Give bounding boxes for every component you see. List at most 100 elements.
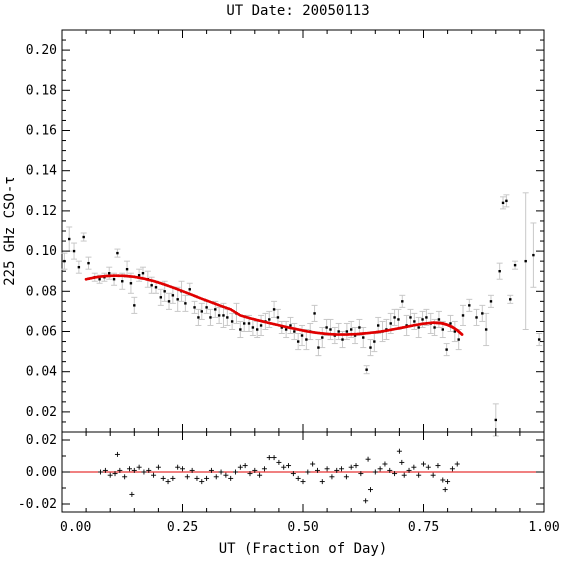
y-tick-label: 0.04 (26, 365, 57, 380)
data-point (489, 300, 493, 303)
data-point (509, 298, 512, 301)
data-point (389, 322, 392, 325)
residual-plot (62, 448, 544, 504)
data-point (329, 328, 332, 331)
data-point (365, 368, 368, 371)
main-plot (61, 192, 543, 437)
data-point (325, 326, 328, 329)
data-point (112, 278, 116, 281)
data-point (317, 346, 320, 349)
data-point (133, 304, 136, 307)
residual-y-tick-label: 0.02 (26, 433, 57, 448)
data-point (453, 330, 457, 333)
data-point (72, 249, 76, 253)
data-point (256, 328, 259, 331)
data-point (409, 316, 412, 319)
data-point (289, 324, 292, 327)
x-axis-label: UT (Fraction of Day) (219, 541, 388, 557)
data-point (77, 265, 81, 269)
data-point (197, 316, 200, 319)
data-point (247, 322, 251, 325)
data-point (457, 338, 460, 341)
data-point (268, 318, 271, 321)
y-tick-label: 0.20 (26, 43, 57, 58)
data-point (498, 270, 501, 273)
data-point (353, 334, 357, 337)
data-point (222, 314, 225, 317)
data-point (154, 286, 158, 289)
data-point (226, 316, 229, 319)
data-point (272, 308, 276, 311)
data-point (293, 330, 296, 333)
data-point (494, 418, 497, 422)
residual-y-tick-label: 0.00 (26, 465, 57, 480)
data-point (137, 274, 141, 277)
data-point (176, 298, 179, 301)
data-point (376, 324, 380, 327)
data-point (413, 320, 416, 323)
data-point (280, 326, 283, 329)
data-point (484, 328, 488, 331)
data-point (217, 314, 221, 317)
data-point (341, 338, 344, 341)
data-point (445, 348, 448, 351)
data-point (200, 310, 203, 313)
data-point (193, 306, 196, 309)
data-point (296, 340, 300, 343)
y-tick-label: 0.10 (26, 244, 57, 259)
data-point (150, 284, 153, 287)
data-point (449, 322, 452, 325)
data-point (121, 280, 124, 283)
y-tick-label: 0.18 (26, 83, 57, 98)
data-point (188, 288, 191, 291)
data-point (214, 308, 217, 311)
y-tick-label: 0.06 (26, 325, 57, 340)
data-point (345, 330, 349, 333)
data-point (461, 314, 465, 317)
data-point (362, 336, 365, 339)
data-point (393, 316, 396, 319)
data-point (350, 328, 353, 331)
data-point (209, 316, 212, 319)
fit-curve-point (460, 333, 464, 336)
data-point (501, 201, 505, 205)
x-tick-label: 0.75 (408, 520, 439, 535)
data-point (171, 294, 175, 297)
data-point (184, 302, 187, 305)
x-tick-label: 1.00 (528, 520, 559, 535)
data-point (251, 326, 255, 329)
data-point (437, 318, 441, 321)
data-point (141, 272, 145, 275)
data-point (441, 328, 444, 331)
data-point (300, 334, 304, 337)
data-point (205, 306, 208, 309)
data-point (98, 278, 101, 281)
data-point (505, 199, 508, 203)
data-point (417, 326, 420, 329)
data-point (532, 253, 535, 257)
data-point (433, 326, 436, 329)
data-point (116, 251, 119, 255)
data-point (397, 318, 400, 321)
data-point (259, 324, 263, 327)
data-point (125, 267, 129, 271)
data-point (358, 326, 361, 329)
data-point (321, 336, 324, 339)
data-point (239, 328, 242, 331)
residual-y-tick-label: -0.02 (18, 497, 57, 512)
y-tick-label: 0.02 (26, 405, 57, 420)
data-point (475, 316, 478, 319)
data-point (537, 338, 541, 341)
y-tick-label: 0.14 (26, 164, 57, 179)
data-point (421, 318, 424, 321)
data-point (373, 340, 376, 343)
x-tick-label: 0.50 (287, 520, 318, 535)
data-point (129, 282, 133, 285)
data-point (369, 346, 372, 349)
data-point (513, 263, 517, 267)
data-point (68, 237, 71, 241)
data-point (481, 312, 484, 315)
data-point (163, 290, 166, 293)
data-point (401, 300, 404, 303)
